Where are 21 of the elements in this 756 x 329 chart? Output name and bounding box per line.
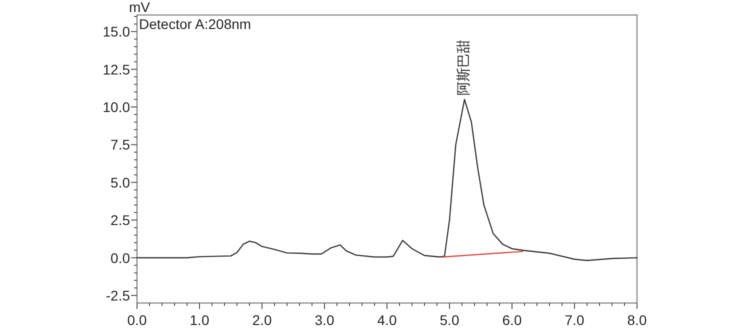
y-tick-label: 10.0 <box>102 98 130 115</box>
y-axis-title: mV <box>129 0 151 15</box>
x-tick-label: 3.0 <box>314 312 334 328</box>
x-tick-label: 4.0 <box>377 312 397 328</box>
x-tick-label: 7.0 <box>564 312 584 328</box>
x-tick-label: 0.0 <box>127 312 147 328</box>
y-tick-label: 0.0 <box>110 250 130 266</box>
y-tick-label: 2.5 <box>110 212 130 228</box>
x-tick-label: 8.0 <box>627 312 647 328</box>
y-tick-label: 5.0 <box>110 174 130 190</box>
line-series <box>136 98 638 262</box>
y-tick-label: 15.0 <box>102 24 130 40</box>
x-tick-label: 5.0 <box>440 312 460 328</box>
annotation: Detector A:208nm <box>139 16 252 32</box>
y-tick-label: -2.5 <box>106 287 130 304</box>
x-tick-label: 1.0 <box>190 312 210 328</box>
y-tick-label: 7.5 <box>110 136 130 153</box>
x-tick-label: 2.0 <box>252 312 272 328</box>
annotation: 阿斯巴甜 <box>455 39 472 96</box>
x-tick-label: 6.0 <box>502 312 522 328</box>
y-tick-label: 12.5 <box>102 61 130 78</box>
